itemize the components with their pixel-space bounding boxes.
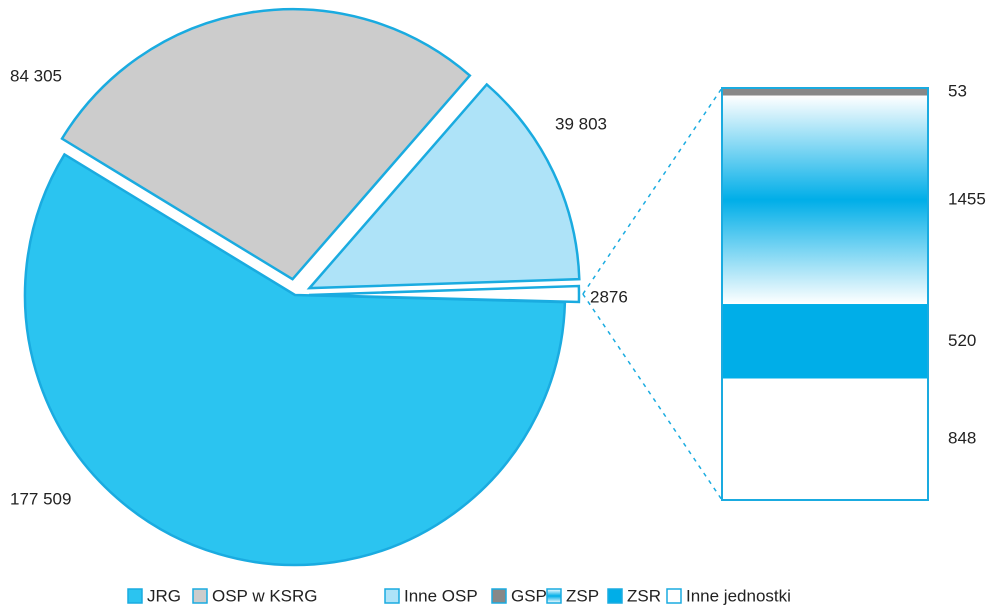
bar-segment: [722, 304, 928, 379]
legend-swatch: [546, 588, 562, 604]
legend-swatch: [607, 588, 623, 604]
slice-label: 39 803: [555, 114, 607, 133]
pie-slice: [308, 284, 581, 304]
legend-swatch: [384, 588, 400, 604]
legend-swatch: [666, 588, 682, 604]
bar-segment: [722, 95, 928, 305]
legend-label: Inne jednostki: [686, 586, 791, 605]
legend-label: JRG: [147, 586, 181, 605]
legend-swatch: [127, 588, 143, 604]
bar-label: 848: [948, 429, 976, 448]
connector: [582, 293, 723, 501]
slice-label: 177 509: [10, 489, 71, 508]
pie-slice: [306, 82, 581, 290]
bar-label: 1455: [948, 189, 986, 208]
legend-label: Inne OSP: [404, 586, 478, 605]
legend-swatch: [491, 588, 507, 604]
slice-label: 2876: [590, 287, 628, 306]
legend-label: GSP: [511, 586, 547, 605]
bar-segment: [722, 88, 928, 96]
pie-slice: [60, 7, 472, 281]
bar-segment: [722, 378, 928, 500]
legend-label: ZSR: [627, 586, 661, 605]
slice-label: 84 305: [10, 66, 62, 85]
legend-label: ZSP: [566, 586, 599, 605]
bar-label: 53: [948, 81, 967, 100]
connector: [582, 87, 723, 295]
legend-label: OSP w KSRG: [212, 586, 318, 605]
bar-label: 520: [948, 331, 976, 350]
bar-outline: [721, 87, 929, 501]
legend-swatch: [192, 588, 208, 604]
pie-slice: [23, 152, 567, 567]
